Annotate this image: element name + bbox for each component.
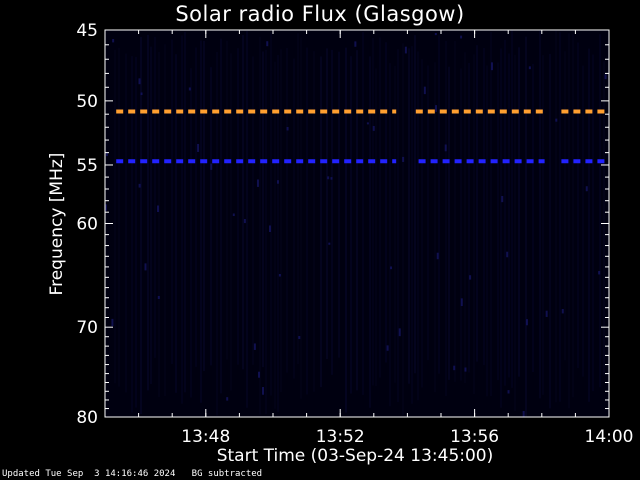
noise-speck — [210, 163, 213, 170]
noise-speck — [435, 105, 438, 112]
noise-speck — [105, 204, 108, 211]
noise-speck — [105, 152, 108, 157]
noise-speck — [157, 295, 160, 300]
noise-speck — [188, 87, 191, 91]
noise-speck — [490, 62, 493, 71]
y-tick-label: 80 — [76, 408, 98, 428]
noise-speck — [372, 125, 375, 131]
noise-speck — [469, 275, 472, 280]
x-tick-label: 13:52 — [316, 427, 365, 447]
noise-speck — [140, 92, 143, 96]
noise-speck — [298, 336, 301, 340]
noise-speck — [354, 41, 357, 47]
noise-speck — [144, 263, 147, 271]
y-tick-label: 45 — [76, 21, 98, 41]
x-tick-label: 14:00 — [585, 427, 634, 447]
noise-speck — [522, 410, 525, 418]
noise-speck — [268, 225, 271, 233]
bg-subtracted-note: BG subtracted — [191, 469, 263, 479]
noise-speck — [545, 310, 548, 317]
noise-speck — [330, 177, 333, 180]
chart-title: Solar radio Flux (Glasgow) — [175, 2, 465, 26]
noise-speck — [157, 205, 160, 213]
noise-speck — [327, 176, 330, 180]
noise-speck — [585, 186, 588, 192]
noise-speck — [506, 251, 509, 258]
noise-speck — [402, 156, 405, 162]
noise-speck — [286, 126, 289, 131]
y-tick-label: 55 — [76, 156, 98, 176]
noise-speck — [262, 387, 265, 395]
noise-speck — [232, 213, 235, 217]
noise-speck — [436, 252, 439, 260]
noise-speck — [434, 32, 437, 36]
y-tick-label: 70 — [76, 318, 98, 338]
noise-speck — [226, 397, 229, 401]
noise-speck — [253, 343, 256, 350]
noise-speck — [258, 371, 261, 378]
noise-speck — [278, 273, 281, 277]
noise-speck — [111, 318, 114, 327]
noise-speck — [598, 270, 601, 275]
noise-speck — [328, 242, 331, 245]
noise-speck — [398, 328, 401, 337]
noise-speck — [138, 183, 141, 188]
updated-timestamp: Updated Tue Sep 3 14:16:46 2024 — [2, 469, 176, 479]
noise-speck — [453, 365, 456, 371]
noise-speck — [197, 143, 200, 152]
noise-speck — [243, 219, 246, 224]
noise-speck — [555, 118, 558, 122]
noise-speck — [112, 39, 115, 43]
noise-speck — [507, 390, 510, 394]
noise-speck — [386, 345, 389, 351]
y-axis-label: Frequency [MHz] — [47, 153, 67, 296]
noise-speck — [464, 367, 467, 372]
noise-speck — [460, 35, 463, 39]
noise-speck — [404, 46, 407, 54]
y-tick-label: 60 — [76, 215, 98, 235]
noise-speck — [604, 74, 607, 80]
noise-speck — [561, 309, 564, 314]
x-axis-label: Start Time (03-Sep-24 13:45:00) — [217, 446, 494, 466]
noise-speck — [138, 78, 141, 85]
noise-speck — [423, 86, 426, 95]
noise-speck — [366, 122, 369, 125]
x-tick-label: 13:48 — [181, 427, 230, 447]
noise-speck — [525, 319, 528, 326]
noise-speck — [460, 298, 463, 307]
noise-speck — [256, 179, 259, 187]
noise-speck — [390, 266, 393, 270]
footer-status: Updated Tue Sep 3 14:16:46 2024 BG subtr… — [2, 469, 262, 479]
noise-speck — [276, 180, 279, 184]
noise-speck — [444, 144, 447, 152]
y-tick-label: 50 — [76, 92, 98, 112]
x-tick-label: 13:56 — [450, 427, 499, 447]
noise-speck — [528, 66, 531, 70]
noise-speck — [266, 41, 269, 47]
noise-speck — [501, 195, 504, 203]
